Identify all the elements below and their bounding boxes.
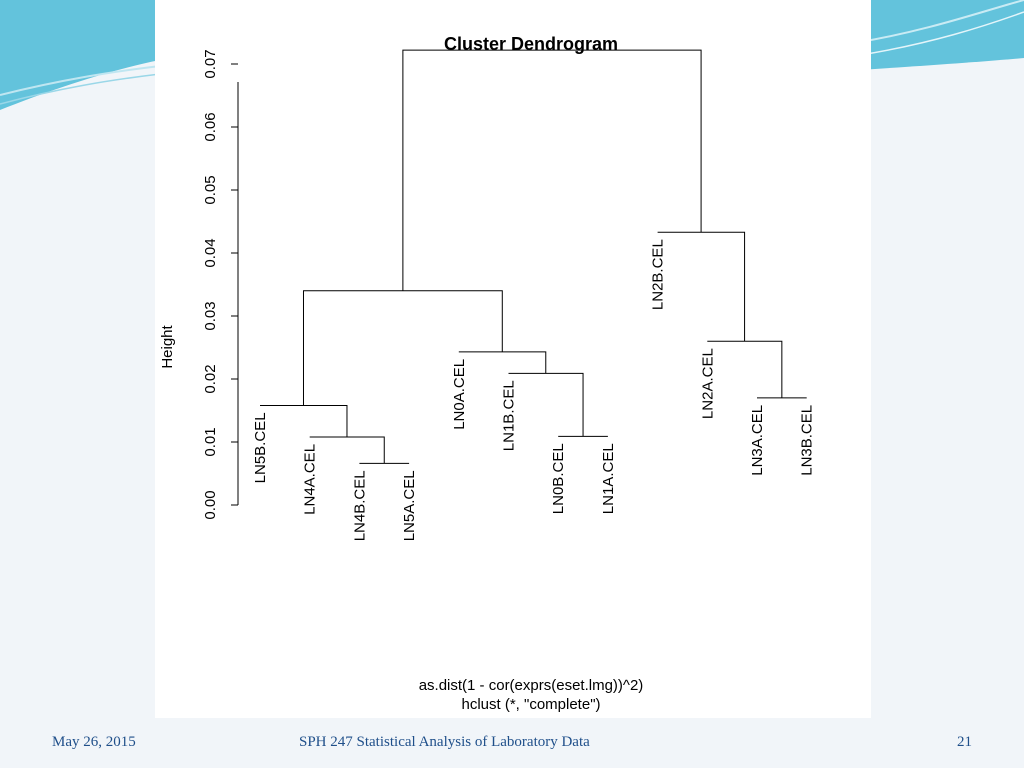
leaf-label: LN2B.CEL (650, 239, 667, 310)
dendrogram-link (402, 49, 702, 291)
footer-date: May 26, 2015 (52, 734, 136, 750)
y-tick-label: 0.07 (202, 49, 219, 78)
dendrogram-link (707, 340, 783, 398)
dendrogram-link (309, 436, 385, 464)
dendrogram-links (260, 49, 807, 464)
leaf-label: LN5B.CEL (252, 412, 269, 483)
leaf-labels: LN5B.CEL LN4A.CEL LN4B.CEL LN5A.CEL LN0A.CEL… (252, 239, 816, 541)
leaf-label: LN5A.CEL (401, 470, 418, 541)
chart-panel: Cluster Dendrogram Height as.dist(1 - co… (155, 0, 871, 718)
leaf-label: LN1A.CEL (600, 443, 617, 514)
dendrogram-chart: Cluster Dendrogram Height as.dist(1 - co… (159, 34, 816, 713)
y-tick-label: 0.04 (202, 238, 219, 267)
y-tick-label: 0.03 (202, 301, 219, 330)
leaf-label: LN3B.CEL (799, 405, 816, 476)
y-tick-label: 0.02 (202, 364, 219, 393)
header-swoosh-left (0, 0, 160, 110)
y-tick-label: 0.05 (202, 175, 219, 204)
leaf-label: LN0B.CEL (550, 443, 567, 514)
header-swoosh-right (860, 0, 1024, 70)
x-axis-caption-line-1: as.dist(1 - cor(exprs(eset.lmg))^2) (419, 677, 644, 694)
footer-course-title: SPH 247 Statistical Analysis of Laborato… (299, 734, 590, 750)
dendrogram-link (260, 404, 348, 437)
y-axis-ticks: 0.00 0.01 0.02 0.03 0.04 0.05 0.06 0.07 (202, 49, 238, 520)
footer-page-number: 21 (957, 734, 972, 750)
y-tick-label: 0.00 (202, 490, 219, 519)
leaf-label: LN3A.CEL (749, 405, 766, 476)
dendrogram-link (458, 351, 547, 374)
dendrogram-link (508, 372, 584, 437)
leaf-label: LN4B.CEL (351, 470, 368, 541)
leaf-label: LN0A.CEL (451, 359, 468, 430)
leaf-label: LN2A.CEL (699, 348, 716, 419)
chart-title: Cluster Dendrogram (444, 34, 618, 54)
leaf-label: LN4A.CEL (302, 444, 319, 515)
y-tick-label: 0.06 (202, 112, 219, 141)
leaf-label: LN1B.CEL (501, 380, 518, 451)
dendrogram-link (657, 231, 746, 342)
x-axis-caption-line-2: hclust (*, "complete") (461, 696, 600, 713)
dendrogram-link (302, 290, 503, 406)
y-axis-label: Height (159, 324, 176, 368)
y-tick-label: 0.01 (202, 427, 219, 456)
